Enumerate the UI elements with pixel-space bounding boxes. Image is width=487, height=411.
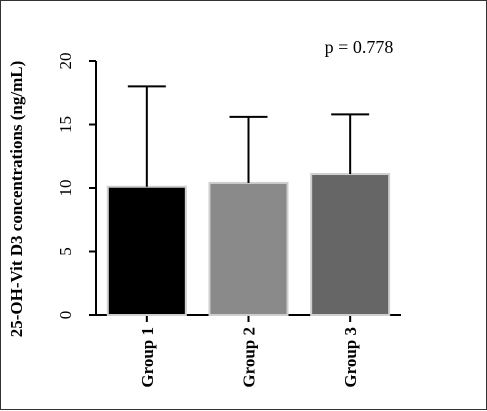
y-tick-label: 0	[56, 311, 75, 320]
bar-group-1	[106, 185, 187, 316]
y-axis: 0 5 10 15 20	[56, 53, 97, 320]
y-tick-label: 15	[56, 116, 75, 133]
y-tick-label: 20	[56, 53, 75, 70]
y-tick-label: 10	[56, 180, 75, 197]
x-tick-label: Group 1	[138, 327, 157, 388]
x-tick-label: Group 2	[240, 327, 259, 388]
x-tick-label: Group 3	[341, 327, 360, 388]
p-value-annotation: p = 0.778	[325, 37, 394, 57]
category-labels: Group 1 Group 2 Group 3	[138, 327, 360, 388]
error-bars	[127, 85, 370, 187]
y-axis-title: 25-OH-Vit D3 concentrations (ng/mL)	[7, 61, 26, 338]
bar-group-2	[208, 181, 289, 316]
x-axis	[96, 314, 401, 322]
y-tick-label: 5	[56, 247, 75, 256]
bar-group-3	[310, 173, 391, 316]
bars	[106, 173, 391, 316]
